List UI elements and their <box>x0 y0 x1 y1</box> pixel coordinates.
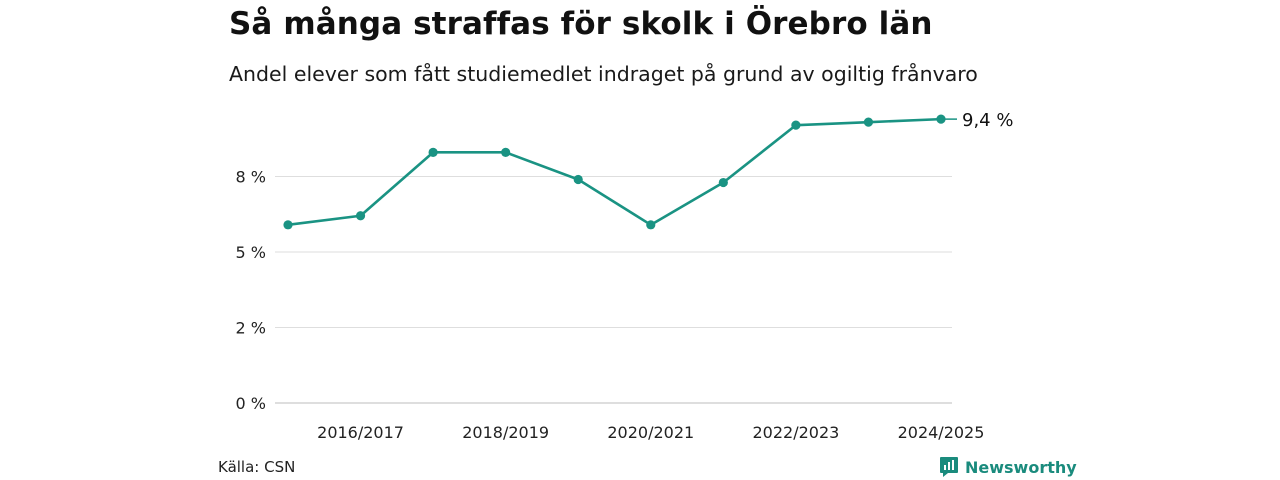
end-value-label: 9,4 % <box>962 110 1013 131</box>
x-tick-label: 2018/2019 <box>462 423 549 442</box>
brand-name: Newsworthy <box>965 457 1077 477</box>
data-point <box>355 211 366 221</box>
data-point <box>646 220 656 230</box>
chart-subtitle: Andel elever som fått studiemedlet indra… <box>229 62 978 86</box>
data-point <box>283 220 293 230</box>
y-tick-label: 8 % <box>236 168 266 187</box>
x-tick-label: 2016/2017 <box>317 423 404 442</box>
brand-logo: Newsworthy <box>939 456 1077 478</box>
x-tick-label: 2022/2023 <box>752 423 839 442</box>
newsworthy-logo-icon <box>940 457 958 477</box>
x-tick-label: 2020/2021 <box>607 423 694 442</box>
data-point <box>573 174 583 185</box>
data-point <box>863 117 874 127</box>
y-tick-label: 0 % <box>236 394 266 413</box>
data-point <box>428 147 438 157</box>
series-line <box>286 117 943 227</box>
data-point <box>501 147 511 157</box>
source-label: Källa: CSN <box>218 458 296 476</box>
y-tick-label: 2 % <box>236 319 266 338</box>
chart-title: Så många straffas för skolk i Örebro län <box>229 6 933 42</box>
data-point <box>791 120 801 130</box>
x-tick-label: 2024/2025 <box>898 423 985 442</box>
y-tick-label: 5 % <box>236 243 266 262</box>
data-point <box>718 177 728 188</box>
